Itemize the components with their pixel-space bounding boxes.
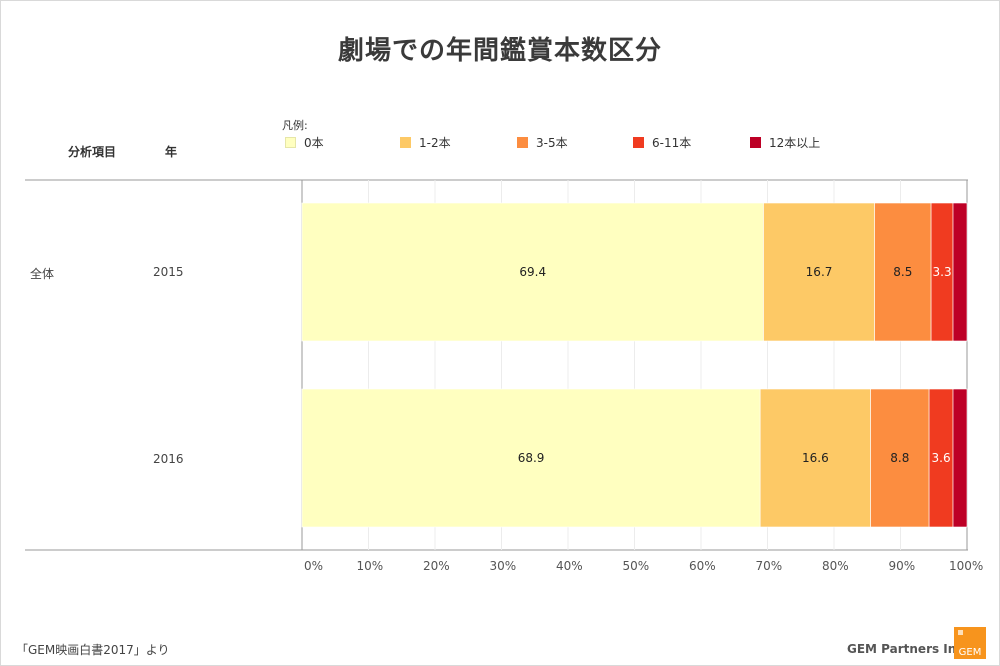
header-category: 分析項目 <box>68 145 117 159</box>
legend-swatch <box>750 136 761 148</box>
legend-label: 12本以上 <box>769 135 821 150</box>
data-label: 69.4 <box>519 265 546 279</box>
data-label: 16.6 <box>802 451 829 465</box>
legend-label: 3-5本 <box>536 135 568 150</box>
x-tick-label: 30% <box>490 559 517 573</box>
legend-label: 6-11本 <box>652 135 692 150</box>
x-tick-label: 10% <box>357 559 384 573</box>
x-tick-label: 40% <box>556 559 583 573</box>
x-tick-label: 80% <box>822 559 849 573</box>
source-note: 「GEM映画白書2017」より <box>16 643 170 657</box>
bar-segment <box>870 388 930 528</box>
year-label-2015: 2015 <box>153 265 184 279</box>
legend-item: 6-11本 <box>633 135 692 150</box>
data-label: 16.7 <box>806 265 833 279</box>
x-tick-label: 0% <box>304 559 323 573</box>
bar-segment <box>952 202 968 342</box>
legend-item: 12本以上 <box>750 135 821 150</box>
legend-swatch <box>400 136 411 148</box>
legend-label: 1-2本 <box>419 135 451 150</box>
bar-segment <box>759 388 871 528</box>
logo-text: GEM <box>958 647 982 658</box>
legend-item: 0本 <box>285 135 324 150</box>
bar-segment <box>301 202 764 342</box>
legend-swatch <box>285 136 296 148</box>
x-tick-label: 20% <box>423 559 450 573</box>
data-label: 8.8 <box>890 451 909 465</box>
year-label-2016: 2016 <box>153 452 184 466</box>
legend-label: 0本 <box>304 135 324 150</box>
x-tick-label: 50% <box>623 559 650 573</box>
company-name: GEM Partners Inc. <box>847 642 968 656</box>
bar-segment <box>301 388 761 528</box>
x-tick-label: 90% <box>889 559 916 573</box>
bar-segment <box>763 202 875 342</box>
bar-segment <box>874 202 932 342</box>
bar-segment <box>952 388 968 528</box>
logo-dot <box>958 630 963 635</box>
data-label: 3.6 <box>932 451 951 465</box>
legend-title: 凡例: <box>282 119 308 132</box>
data-label: 8.5 <box>893 265 912 279</box>
group-label: 全体 <box>30 267 55 281</box>
legend-swatch <box>633 136 644 148</box>
legend-item: 3-5本 <box>517 135 568 150</box>
x-tick-label: 70% <box>756 559 783 573</box>
chart-title: 劇場での年間鑑賞本数区分 <box>337 36 662 66</box>
legend-item: 1-2本 <box>400 135 451 150</box>
x-tick-label: 100% <box>949 559 983 573</box>
data-label: 3.3 <box>933 265 952 279</box>
legend-swatch <box>517 136 528 148</box>
data-label: 68.9 <box>518 451 545 465</box>
header-year: 年 <box>165 145 178 159</box>
company-logo: GEM <box>954 627 986 659</box>
x-tick-label: 60% <box>689 559 716 573</box>
